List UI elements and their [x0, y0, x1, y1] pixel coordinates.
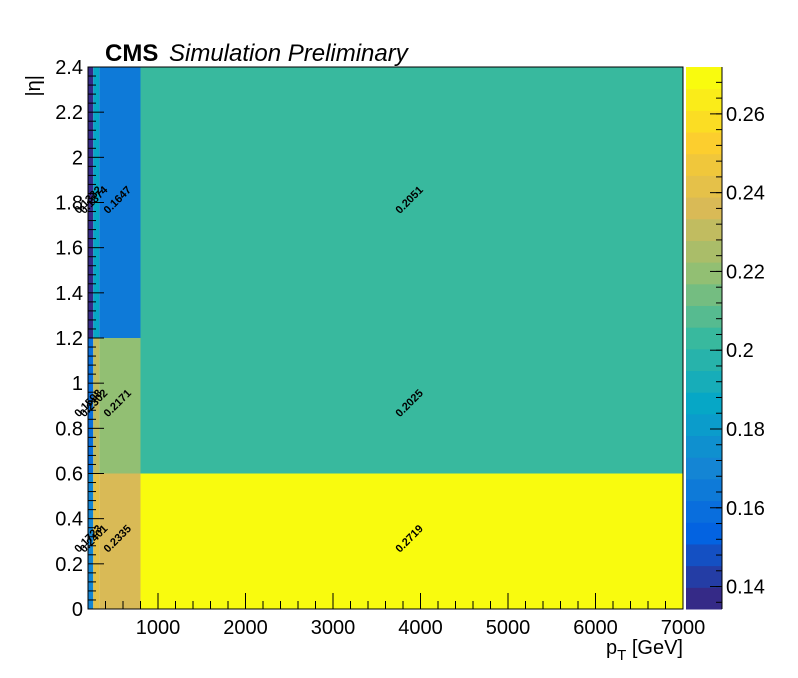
- colorbar-step: [686, 478, 722, 502]
- x-tick-label: 6000: [573, 617, 618, 639]
- y-tick-label: 0.8: [55, 418, 83, 440]
- colorbar-tick-label: 0.14: [726, 577, 765, 599]
- colorbar-tick-label: 0.16: [726, 498, 765, 520]
- colorbar-step: [686, 348, 722, 372]
- y-tick-label: 1.4: [55, 283, 83, 305]
- colorbar-step: [686, 500, 722, 523]
- cms-label: CMS: [105, 40, 158, 67]
- x-tick-label: 5000: [486, 617, 531, 639]
- x-tick-label: 1000: [136, 617, 181, 639]
- heatmap-cell: [140, 338, 683, 474]
- y-tick-label: 1.2: [55, 328, 83, 350]
- colorbar-step: [686, 175, 722, 198]
- colorbar-step: [686, 435, 722, 458]
- colorbar-step: [686, 565, 722, 588]
- colorbar-step: [686, 218, 722, 241]
- y-tick-label: 1.8: [55, 193, 83, 215]
- simulation-preliminary-label: Simulation Preliminary: [169, 40, 410, 67]
- x-tick-label: 3000: [311, 617, 356, 639]
- colorbar-step: [686, 132, 722, 155]
- heatmap-cell: [88, 473, 94, 609]
- y-tick-label: 2.2: [55, 102, 83, 124]
- colorbar-step: [686, 392, 722, 415]
- colorbar-tick-label: 0.26: [726, 104, 765, 126]
- heatmap-cell: [99, 67, 141, 338]
- colorbar-step: [686, 370, 722, 393]
- heatmap-cell: [93, 338, 100, 474]
- y-axis-title: |η|: [23, 75, 45, 97]
- y-tick-label: 2.4: [55, 57, 83, 79]
- colorbar-step: [686, 327, 722, 350]
- colorbar-step: [686, 457, 722, 480]
- colorbar-tick-label: 0.2: [726, 340, 754, 362]
- heatmap-cell: [140, 473, 683, 609]
- heatmap-cell: [99, 473, 141, 609]
- y-tick-label: 0.6: [55, 464, 83, 486]
- heatmap-cell: [93, 473, 100, 609]
- y-tick-label: 0: [72, 599, 83, 621]
- heatmap-cell: [99, 338, 141, 474]
- colorbar-step: [686, 153, 722, 176]
- colorbar-step: [686, 413, 722, 437]
- colorbar-tick-label: 0.18: [726, 419, 765, 441]
- colorbar-step: [686, 522, 722, 545]
- y-tick-label: 0.4: [55, 509, 83, 531]
- heatmap-cell: [140, 67, 683, 338]
- colorbar-step: [686, 110, 722, 133]
- y-tick-label: 0.2: [55, 554, 83, 576]
- x-tick-label: 7000: [661, 617, 706, 639]
- y-tick-label: 1.6: [55, 238, 83, 260]
- heatmap-cell: [88, 338, 94, 474]
- colorbar-tick-label: 0.22: [726, 261, 765, 283]
- x-tick-label: 2000: [223, 617, 268, 639]
- x-tick-label: 4000: [398, 617, 443, 639]
- colorbar-step: [686, 67, 722, 90]
- axes: 1000 2000 3000 4000 5000 6000 7000 0 0.2 0.4 0.6 0.…: [23, 57, 705, 664]
- x-axis-title: pT [GeV]: [606, 637, 683, 664]
- colorbar-step: [686, 262, 722, 285]
- colorbar: 0.14 0.16 0.18 0.2 0.22 0.24 0.26: [686, 67, 765, 610]
- colorbar-step: [686, 543, 722, 567]
- colorbar-step: [686, 587, 722, 610]
- y-tick-label: 2: [72, 147, 83, 169]
- colorbar-tick-label: 0.24: [726, 183, 765, 205]
- y-tick-label: 1: [72, 373, 83, 395]
- colorbar-step: [686, 197, 722, 220]
- colorbar-step: [686, 305, 722, 328]
- colorbar-step: [686, 283, 722, 306]
- colorbar-step: [686, 88, 722, 111]
- colorbar-step: [686, 240, 722, 263]
